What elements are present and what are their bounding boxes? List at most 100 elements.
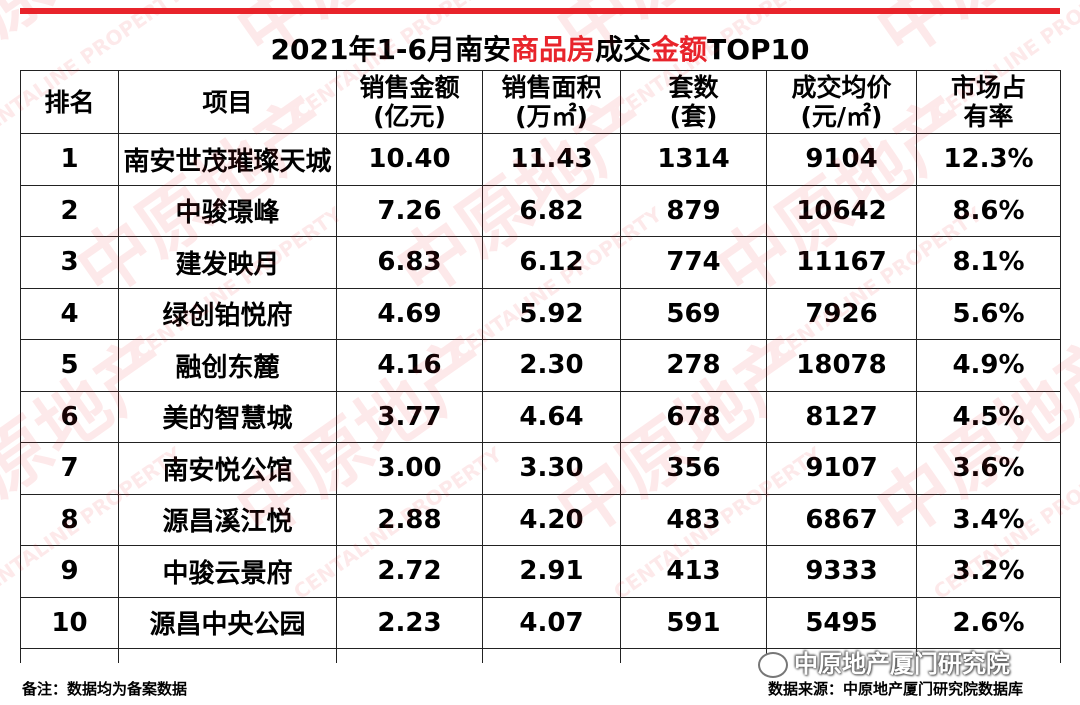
column-header-line: (万㎡) — [515, 102, 588, 131]
sales-area-cell: 4.20 — [482, 493, 621, 546]
footnote-note: 备注：数据均为备案数据 — [22, 680, 188, 698]
column-header: 排名 — [20, 70, 119, 134]
avg-price-cell: 11167 — [766, 236, 917, 289]
table-row: 9 中骏云景府 2.72 2.91 413 9333 3.2% — [20, 545, 1061, 598]
title-part-3: TOP10 — [707, 33, 810, 66]
column-header-line: 项目 — [202, 87, 253, 117]
title-part-1: 2021年1-6月南安 — [270, 33, 512, 66]
avg-price-cell: 8127 — [766, 390, 917, 443]
project-cell: 源昌溪江悦 — [118, 493, 337, 546]
units-cell: 774 — [620, 236, 767, 289]
sales-area-cell: 2.91 — [482, 545, 621, 598]
sales-area-cell: 3.30 — [482, 442, 621, 495]
table-row: 2 中骏璟峰 7.26 6.82 879 10642 8.6% — [20, 184, 1061, 237]
project-cell: 中骏璟峰 — [118, 184, 337, 237]
rank-cell: 8 — [20, 493, 119, 546]
column-header: 套数 (套) — [620, 70, 767, 134]
column-header-line: (套) — [669, 102, 718, 131]
sales-amount-cell: 3.00 — [336, 442, 483, 495]
project-cell: 美的智慧城 — [118, 390, 337, 443]
column-header: 市场占 有率 — [916, 70, 1061, 134]
wechat-name: 中原地产厦门研究院 — [794, 650, 1010, 678]
sales-amount-cell: 4.69 — [336, 287, 483, 340]
sales-amount-cell: 6.83 — [336, 236, 483, 289]
market-share-cell: 3.2% — [916, 545, 1061, 598]
rank-cell: 3 — [20, 236, 119, 289]
sales-amount-cell: 7.26 — [336, 184, 483, 237]
units-cell: 278 — [620, 339, 767, 392]
avg-price-cell: 18078 — [766, 339, 917, 392]
avg-price-cell: 9104 — [766, 133, 917, 186]
table-header-row: 排名 项目 销售金额 (亿元) 销售面积 (万㎡) 套数 (套) 成交均价 (元/㎡) 市场占 有率 — [20, 70, 1061, 134]
page-title: 2021年1-6月南安商品房成交金额TOP10 — [20, 30, 1060, 70]
table-row: 5 融创东麓 4.16 2.30 278 18078 4.9% — [20, 339, 1061, 392]
project-cell: 南安悦公馆 — [118, 442, 337, 495]
units-cell: 1314 — [620, 133, 767, 186]
sales-amount-cell: 2.88 — [336, 493, 483, 546]
sales-area-cell: 6.82 — [482, 184, 621, 237]
sales-area-cell: 5.92 — [482, 287, 621, 340]
project-cell: 建发映月 — [118, 236, 337, 289]
table-row: 4 绿创铂悦府 4.69 5.92 569 7926 5.6% — [20, 287, 1061, 340]
avg-price-cell: 10642 — [766, 184, 917, 237]
avg-price-cell: 9333 — [766, 545, 917, 598]
column-header: 销售面积 (万㎡) — [482, 70, 621, 134]
title-highlight-1: 商品房 — [511, 33, 596, 66]
units-cell: 483 — [620, 493, 767, 546]
units-cell: 678 — [620, 390, 767, 443]
rank-cell: 6 — [20, 390, 119, 443]
sales-amount-cell: 2.72 — [336, 545, 483, 598]
column-header-line: 销售金额 — [359, 73, 460, 102]
footnote-source: 数据来源：中原地产厦门研究院数据库 — [768, 680, 1024, 698]
rank-cell: 5 — [20, 339, 119, 392]
column-header: 销售金额 (亿元) — [336, 70, 483, 134]
column-header-line: 排名 — [44, 87, 95, 117]
units-cell: 591 — [620, 596, 767, 649]
wechat-watermark: 中原地产厦门研究院 — [758, 644, 1010, 679]
sales-amount-cell: 4.16 — [336, 339, 483, 392]
column-header-line: (亿元) — [373, 102, 446, 131]
sales-area-cell: 2.30 — [482, 339, 621, 392]
project-cell: 融创东麓 — [118, 339, 337, 392]
rank-cell: 7 — [20, 442, 119, 495]
sales-area-cell: 4.64 — [482, 390, 621, 443]
project-cell: 源昌中央公园 — [118, 596, 337, 649]
table-body: 1 南安世茂璀璨天城 10.40 11.43 1314 9104 12.3% 2 中骏璟峰 7.2… — [20, 133, 1061, 649]
table-row: 6 美的智慧城 3.77 4.64 678 8127 4.5% — [20, 390, 1061, 443]
rank-cell: 4 — [20, 287, 119, 340]
sales-amount-cell: 2.23 — [336, 596, 483, 649]
sales-amount-cell: 10.40 — [336, 133, 483, 186]
sales-area-cell: 11.43 — [482, 133, 621, 186]
sales-amount-cell: 3.77 — [336, 390, 483, 443]
units-cell: 356 — [620, 442, 767, 495]
market-share-cell: 8.1% — [916, 236, 1061, 289]
title-highlight-2: 金额 — [651, 33, 708, 66]
table-row: 7 南安悦公馆 3.00 3.30 356 9107 3.6% — [20, 442, 1061, 495]
column-header: 成交均价 (元/㎡) — [766, 70, 917, 134]
market-share-cell: 2.6% — [916, 596, 1061, 649]
title-part-2: 成交 — [595, 33, 652, 66]
rank-cell: 9 — [20, 545, 119, 598]
column-header: 项目 — [118, 70, 337, 134]
rank-cell: 1 — [20, 133, 119, 186]
units-cell: 413 — [620, 545, 767, 598]
avg-price-cell: 9107 — [766, 442, 917, 495]
column-header-line: 套数 — [668, 73, 719, 102]
column-header-line: 市场占 — [950, 73, 1026, 102]
market-share-cell: 3.4% — [916, 493, 1061, 546]
ranking-table: 排名 项目 销售金额 (亿元) 销售面积 (万㎡) 套数 (套) 成交均价 (元/㎡) 市场占 有率 … — [20, 70, 1061, 663]
top-accent-bar — [20, 8, 1060, 14]
market-share-cell: 3.6% — [916, 442, 1061, 495]
column-header-line: 有率 — [963, 102, 1014, 131]
avg-price-cell: 6867 — [766, 493, 917, 546]
table-row: 1 南安世茂璀璨天城 10.40 11.43 1314 9104 12.3% — [20, 133, 1061, 186]
project-cell: 绿创铂悦府 — [118, 287, 337, 340]
column-header-line: (元/㎡) — [800, 102, 883, 131]
market-share-cell: 4.9% — [916, 339, 1061, 392]
market-share-cell: 5.6% — [916, 287, 1061, 340]
market-share-cell: 4.5% — [916, 390, 1061, 443]
project-cell: 南安世茂璀璨天城 — [118, 133, 337, 186]
table-row: 8 源昌溪江悦 2.88 4.20 483 6867 3.4% — [20, 493, 1061, 546]
units-cell: 879 — [620, 184, 767, 237]
table-row: 3 建发映月 6.83 6.12 774 11167 8.1% — [20, 236, 1061, 289]
